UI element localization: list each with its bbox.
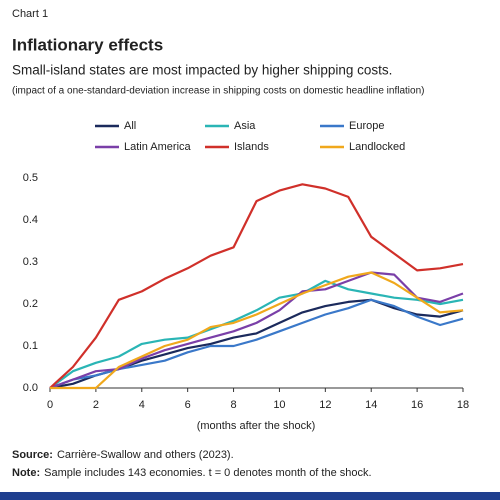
x-tick-label: 4 [139, 399, 145, 411]
x-tick-label: 14 [365, 399, 377, 411]
x-axis-label: (months after the shock) [197, 420, 316, 432]
y-tick-label: 0.0 [23, 382, 38, 394]
chart-description: (impact of a one-standard-deviation incr… [12, 86, 424, 97]
y-tick-label: 0.3 [23, 256, 38, 268]
note: Source: Carrière-Swallow and others (2023… [12, 449, 234, 461]
series-line [49, 271, 464, 390]
legend-label: Landlocked [349, 141, 405, 153]
chart-subtitle: Small-island states are most impacted by… [12, 63, 392, 78]
x-tick-label: 0 [47, 399, 53, 411]
note-text: Carrière-Swallow and others (2023). [57, 449, 234, 461]
legend-label: All [124, 120, 136, 132]
chart-label: Chart 1 [12, 8, 48, 20]
y-tick-label: 0.4 [23, 214, 38, 226]
x-tick-label: 8 [230, 399, 236, 411]
series-line [50, 271, 464, 390]
x-tick-label: 12 [319, 399, 331, 411]
series-line [49, 279, 464, 389]
note-text: Sample includes 143 economies. t = 0 den… [44, 467, 371, 479]
chart-title: Inflationary effects [12, 35, 163, 54]
x-tick-label: 6 [185, 399, 191, 411]
footer-bar [0, 492, 500, 500]
legend-label: Islands [234, 141, 269, 153]
y-tick-label: 0.2 [23, 298, 38, 310]
note-label: Note: [12, 467, 40, 479]
x-tick-label: 18 [457, 399, 469, 411]
y-tick-label: 0.1 [23, 340, 38, 352]
x-tick-label: 10 [273, 399, 285, 411]
x-tick-label: 2 [93, 399, 99, 411]
x-tick-label: 16 [411, 399, 423, 411]
legend-label: Europe [349, 120, 384, 132]
note-label: Source: [12, 449, 53, 461]
y-tick-label: 0.5 [23, 172, 38, 184]
legend-label: Latin America [124, 141, 192, 153]
series-line [49, 183, 464, 389]
note: Note: Sample includes 143 economies. t = … [12, 467, 372, 479]
legend-label: Asia [234, 120, 256, 132]
